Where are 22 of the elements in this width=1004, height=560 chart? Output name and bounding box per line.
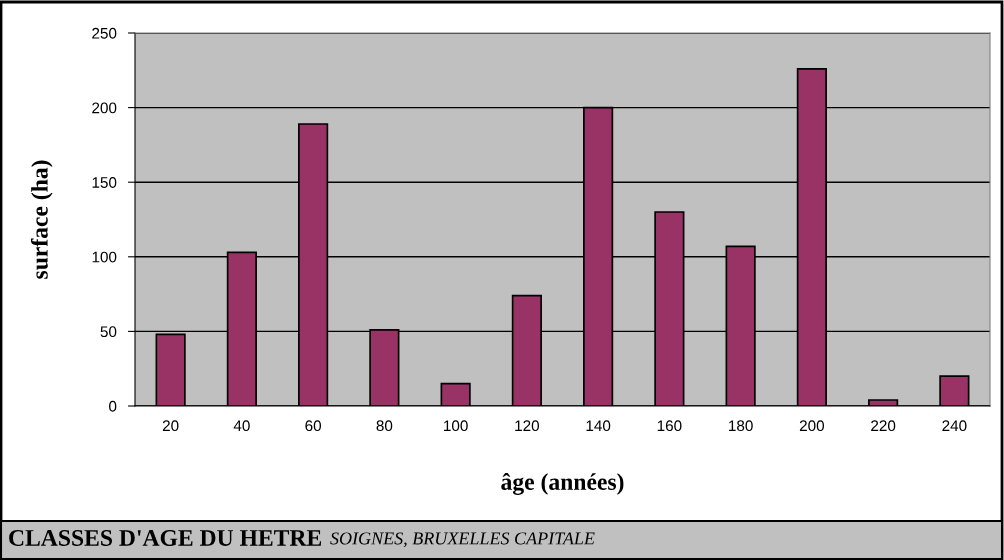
x-tick-label: 60 xyxy=(305,420,322,432)
x-tick-label: 20 xyxy=(162,420,179,432)
y-tick-label: 100 xyxy=(92,251,117,263)
x-tick-label: 240 xyxy=(942,420,967,432)
x-tick-label: 80 xyxy=(376,420,393,432)
y-tick-label: 250 xyxy=(92,27,117,39)
y-axis-title: surface (ha) xyxy=(30,160,53,279)
x-tick-label: 220 xyxy=(871,420,896,432)
y-tick-label: 200 xyxy=(92,102,117,114)
text: SOIGNES, BRUXELLES CAPITALE xyxy=(330,532,595,548)
x-axis-title: âge (années) xyxy=(501,473,624,495)
x-tick-label: 140 xyxy=(586,420,611,432)
x-tick-label: 120 xyxy=(515,420,540,432)
y-tick-label: 50 xyxy=(100,326,117,338)
y-tick-label: 150 xyxy=(92,177,117,188)
x-tick-label: 160 xyxy=(657,420,682,432)
x-tick-label: 200 xyxy=(799,420,825,432)
x-tick-label: 180 xyxy=(729,420,753,432)
y-tick-label: 0 xyxy=(109,400,117,412)
x-tick-label: 40 xyxy=(233,420,250,432)
x-tick-label: 100 xyxy=(444,420,468,432)
text: CLASSES D'AGE DU HETRE xyxy=(9,530,322,546)
